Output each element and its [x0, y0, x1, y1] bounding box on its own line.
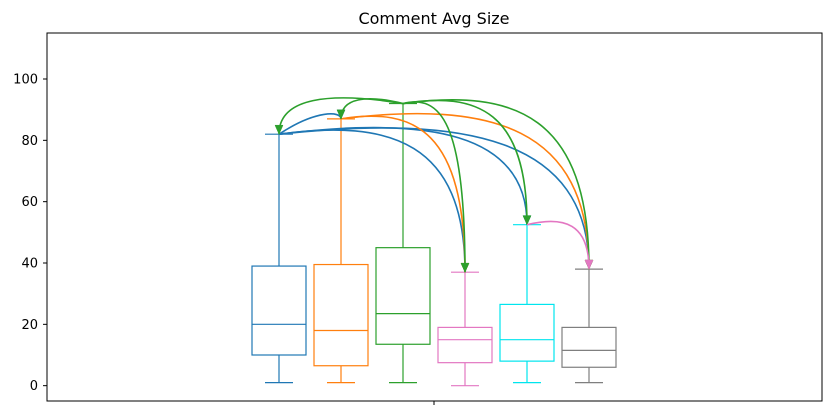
iqr-box	[437, 326, 493, 364]
arrow-12	[526, 220, 594, 270]
iqr-box	[313, 263, 369, 367]
plot-frame	[46, 32, 823, 402]
arrow-8	[336, 98, 404, 120]
arrow-head	[336, 109, 346, 120]
box-6	[561, 268, 617, 384]
arrow-head	[274, 124, 284, 135]
arrow-path	[402, 99, 528, 225]
significance-arrows	[274, 97, 594, 273]
y-tick-label: 0	[30, 379, 38, 394]
y-tick-label: 20	[21, 318, 38, 333]
y-axis: 0 20 40 60 80 100	[13, 73, 47, 394]
chart-title: Comment Avg Size	[358, 9, 509, 28]
arrow-7	[274, 97, 404, 135]
arrow-9	[402, 101, 470, 273]
y-tick-label: 40	[21, 257, 38, 272]
box-5	[499, 224, 555, 384]
arrow-path	[278, 97, 404, 135]
iqr-box	[561, 326, 617, 368]
arrow-path	[278, 127, 590, 270]
arrow-path	[526, 220, 590, 270]
box-4	[437, 271, 493, 387]
iqr-box	[251, 265, 307, 356]
arrow-head	[460, 262, 470, 273]
arrow-path	[402, 98, 590, 270]
arrow-path	[278, 129, 466, 273]
arrow-11	[402, 98, 594, 270]
y-tick-label: 80	[21, 134, 38, 149]
y-tick-label: 60	[21, 195, 38, 210]
arrow-6	[340, 112, 594, 270]
box-3	[375, 102, 431, 384]
boxes	[251, 102, 617, 387]
arrow-4	[278, 127, 594, 270]
arrow-path	[340, 112, 590, 270]
arrow-head	[584, 259, 594, 270]
box-1	[251, 133, 307, 384]
arrow-head	[522, 215, 532, 226]
arrow-5	[340, 115, 470, 273]
box-2	[313, 118, 369, 384]
iqr-box	[375, 247, 431, 345]
iqr-box	[499, 303, 555, 362]
y-tick-label: 100	[13, 73, 38, 88]
arrow-10	[402, 99, 532, 226]
